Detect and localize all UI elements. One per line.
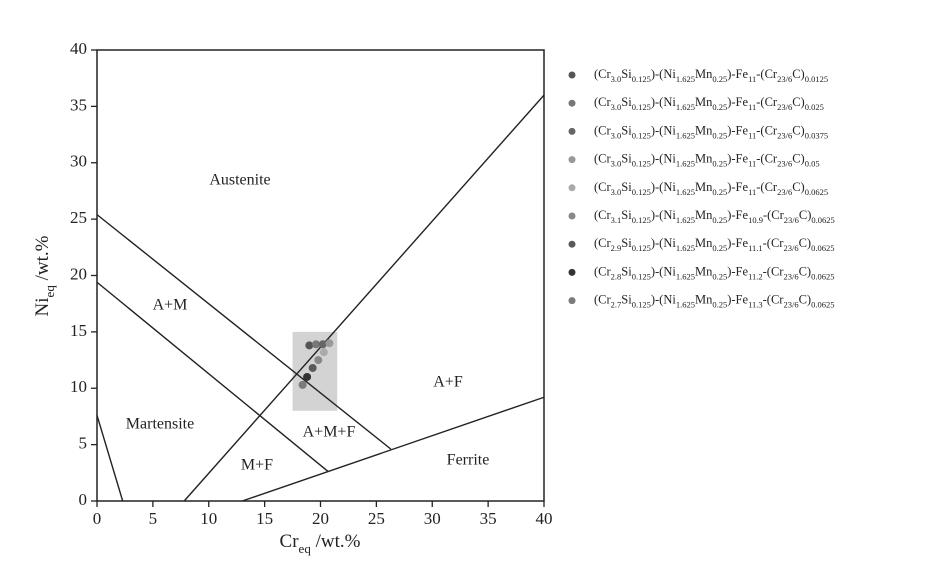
y-tick-label: 0 — [79, 490, 88, 509]
data-point — [325, 339, 333, 347]
y-tick-label: 40 — [70, 39, 87, 58]
phase-boundary — [242, 397, 544, 501]
x-tick-label: 15 — [256, 509, 273, 528]
data-point — [319, 340, 327, 348]
region-label: Martensite — [126, 416, 194, 433]
x-tick-label: 35 — [480, 509, 497, 528]
phase-boundary — [97, 215, 391, 450]
legend-marker — [569, 156, 576, 163]
legend-label: (Cr2.7Si0.125)-(Ni1.625Mn0.25)-Fe11.3-(C… — [594, 292, 834, 309]
legend-label: (Cr2.9Si0.125)-(Ni1.625Mn0.25)-Fe11.1-(C… — [594, 236, 834, 253]
data-point — [314, 356, 322, 364]
y-tick-label: 20 — [70, 264, 87, 283]
phase-boundary — [184, 95, 544, 501]
y-tick-label: 15 — [70, 321, 87, 340]
x-axis-label-part: Cr — [280, 531, 300, 552]
legend-label: (Cr3.0Si0.125)-(Ni1.625Mn0.25)-Fe11-(Cr2… — [594, 95, 824, 112]
y-tick-label: 35 — [70, 95, 87, 114]
data-point — [305, 341, 313, 349]
legend-marker — [569, 297, 576, 304]
legend-marker — [569, 100, 576, 107]
region-label: Austenite — [209, 172, 270, 189]
x-tick-label: 0 — [93, 509, 102, 528]
x-tick-label: 20 — [312, 509, 329, 528]
legend-label: (Cr3.1Si0.125)-(Ni1.625Mn0.25)-Fe10.9-(C… — [594, 208, 835, 225]
legend-label: (Cr3.0Si0.125)-(Ni1.625Mn0.25)-Fe11-(Cr2… — [594, 123, 828, 140]
y-axis-label-part: eq — [42, 285, 57, 298]
x-tick-label: 5 — [149, 509, 158, 528]
y-tick-label: 25 — [70, 208, 87, 227]
legend-marker — [569, 72, 576, 79]
x-axis-label: Creq /wt.% — [280, 531, 361, 556]
x-tick-label: 10 — [200, 509, 217, 528]
phase-boundary — [97, 415, 123, 501]
legend-label: (Cr3.0Si0.125)-(Ni1.625Mn0.25)-Fe11-(Cr2… — [594, 151, 820, 168]
y-tick-label: 30 — [70, 152, 87, 171]
data-point — [320, 348, 328, 356]
region-label: M+F — [241, 457, 273, 474]
x-axis-label-part: /wt.% — [311, 531, 361, 552]
legend-marker — [569, 184, 576, 191]
region-label: A+M+F — [303, 424, 356, 441]
x-tick-label: 30 — [424, 509, 441, 528]
region-label: A+M — [153, 297, 188, 314]
region-label: A+F — [433, 374, 463, 391]
x-tick-label: 40 — [536, 509, 553, 528]
legend-label: (Cr3.0Si0.125)-(Ni1.625Mn0.25)-Fe11-(Cr2… — [594, 180, 828, 197]
legend-label: (Cr2.8Si0.125)-(Ni1.625Mn0.25)-Fe11.2-(C… — [594, 264, 834, 281]
y-axis-label: Nieq /wt.% — [32, 235, 57, 316]
legend-marker — [569, 128, 576, 135]
y-tick-label: 5 — [79, 434, 88, 453]
x-axis-label-part: eq — [299, 541, 312, 556]
data-point — [309, 364, 317, 372]
data-point — [299, 381, 307, 389]
legend-marker — [569, 269, 576, 276]
y-axis-label-part: /wt.% — [32, 235, 53, 285]
legend-marker — [569, 241, 576, 248]
legend-marker — [569, 213, 576, 220]
data-point — [303, 373, 311, 381]
legend-label: (Cr3.0Si0.125)-(Ni1.625Mn0.25)-Fe11-(Cr2… — [594, 67, 828, 84]
y-tick-label: 10 — [70, 377, 87, 396]
x-tick-label: 25 — [368, 509, 385, 528]
y-axis-label-part: Ni — [32, 297, 53, 316]
region-label: Ferrite — [447, 452, 490, 469]
